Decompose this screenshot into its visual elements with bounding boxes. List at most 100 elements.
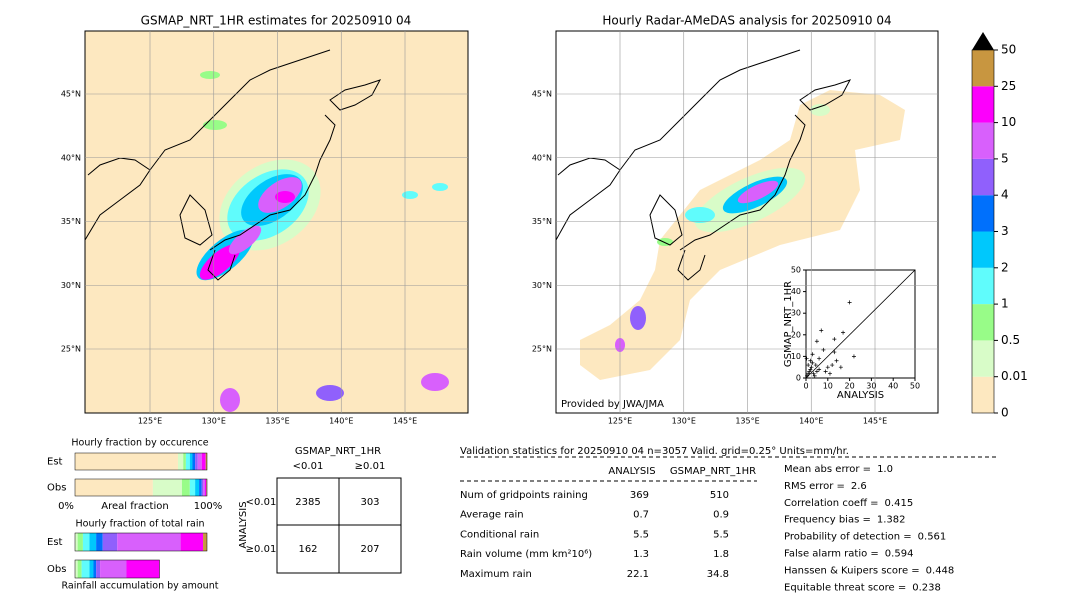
colorbar-segment <box>972 122 994 159</box>
x-tick-label: 40 <box>888 382 898 391</box>
lon-label: 140°E <box>329 417 353 426</box>
colorbar-segment <box>972 86 994 123</box>
colorbar-label: 50 <box>1001 43 1016 57</box>
scatter-point <box>808 367 813 372</box>
lat-label: 30°N <box>532 281 552 290</box>
colorbar-segment <box>972 340 994 377</box>
colorbar-label: 4 <box>1001 188 1009 202</box>
column-label: <0.01 <box>293 461 324 472</box>
score-label: Equitable threat score = <box>784 582 906 593</box>
map-title: Hourly Radar-AMeDAS analysis for 2025091… <box>602 14 891 28</box>
fraction-segment <box>181 479 190 496</box>
fraction-segment <box>81 560 90 578</box>
colorbar-segment <box>972 50 994 87</box>
bar-frame <box>74 559 160 579</box>
row-label: Est <box>47 537 63 548</box>
fraction-segment <box>206 479 207 496</box>
scatter-point <box>834 358 839 363</box>
row-label: Obs <box>47 564 66 575</box>
fraction-segment <box>89 533 97 551</box>
scatter-point <box>841 330 846 335</box>
scatter-point <box>813 363 818 368</box>
colorbar-label: 10 <box>1001 115 1016 129</box>
colorbar-segment <box>972 158 994 196</box>
scatter-point <box>807 369 812 374</box>
y-tick-label: 20 <box>791 330 801 339</box>
lon-label: 130°E <box>672 417 696 426</box>
score-label: Probability of detection = <box>784 532 912 543</box>
scatter-point <box>830 363 835 368</box>
y-tick-label: 0 <box>796 374 801 383</box>
lon-label: 145°E <box>393 417 417 426</box>
scatter-point <box>806 371 811 376</box>
colorbar-label: 0 <box>1001 406 1009 420</box>
fraction-segment <box>195 479 200 496</box>
stat-label: Conditional rain <box>460 529 539 540</box>
stat-value: 510 <box>710 490 729 501</box>
lat-label: 40°N <box>532 153 552 162</box>
score-label: Correlation coeff = <box>784 498 879 509</box>
scatter-point <box>825 365 830 370</box>
fraction-segment <box>203 479 206 496</box>
column-label: ANALYSIS <box>608 466 655 477</box>
stat-label: Maximum rain <box>460 569 532 580</box>
lat-label: 25°N <box>61 345 81 354</box>
y-tick-label: 50 <box>791 266 801 275</box>
lat-label: 45°N <box>61 90 81 99</box>
row-label: Obs <box>47 483 66 494</box>
score-value: 1.382 <box>877 515 906 526</box>
map-frame <box>84 30 469 414</box>
scatter-point <box>838 365 843 370</box>
scatter-point <box>806 363 811 368</box>
map-estimates: GSMAP_NRT_1HR estimates for 20250910 04 <box>84 14 469 414</box>
score-value: 0.238 <box>912 582 941 593</box>
scatter-point <box>817 356 822 361</box>
credit: Provided by JWA/JMA <box>561 399 664 410</box>
fraction-segment <box>75 560 78 578</box>
score-label: Mean abs error = <box>784 464 871 475</box>
score-value: 2.6 <box>851 481 867 492</box>
map-analysis: Hourly Radar-AMeDAS analysis for 2025091… <box>555 14 939 414</box>
lat-label: 25°N <box>532 345 552 354</box>
stat-value: 5.5 <box>713 529 729 540</box>
fraction-segment <box>183 453 186 470</box>
stat-label: Rain volume (mm km²10⁶) <box>460 549 592 560</box>
scatter-point <box>805 373 810 378</box>
scatter-point <box>832 337 837 342</box>
colorbar-segment <box>972 267 994 305</box>
colorbar-segment <box>972 376 994 413</box>
fraction-segment <box>100 560 127 578</box>
colorbar-segment <box>972 231 994 268</box>
fraction-segment <box>102 533 118 551</box>
stats-header: Validation statistics for 20250910 04 n=… <box>460 446 849 457</box>
colorbar-segment <box>972 304 994 341</box>
scatter-point <box>808 358 813 363</box>
fraction-segment <box>195 453 198 470</box>
row-label: <0.01 <box>246 497 277 508</box>
diagonal <box>805 269 916 379</box>
scatter-point <box>811 371 816 376</box>
fraction-segment <box>205 453 207 470</box>
fraction-segment <box>89 560 94 578</box>
score-label: Frequency bias = <box>784 515 871 526</box>
lon-label: 140°E <box>799 417 823 426</box>
scatter-point <box>810 360 815 365</box>
bar-frame <box>74 532 208 552</box>
fraction-segment <box>180 533 204 551</box>
stat-value: 369 <box>630 490 649 501</box>
stat-value: 1.8 <box>713 549 729 560</box>
lat-label: 35°N <box>532 217 552 226</box>
fraction-segment <box>177 453 184 470</box>
axis-label: 100% <box>194 501 223 512</box>
lon-label: 145°E <box>863 417 887 426</box>
fraction-segment <box>75 453 178 470</box>
fraction-segment <box>77 560 82 578</box>
scatter-point <box>814 369 819 374</box>
scatter-point <box>832 350 837 355</box>
stat-value: 34.8 <box>707 569 729 580</box>
colorbar-label: 2 <box>1001 260 1009 274</box>
stat-value: 1.3 <box>633 549 649 560</box>
axis-label: Rainfall accumulation by amount <box>62 581 219 592</box>
generated: 45°N 40°N 35°N 30°N 25°N 125°E 130°E 135°E 140°E… <box>47 31 1028 593</box>
fraction-segment <box>93 560 97 578</box>
